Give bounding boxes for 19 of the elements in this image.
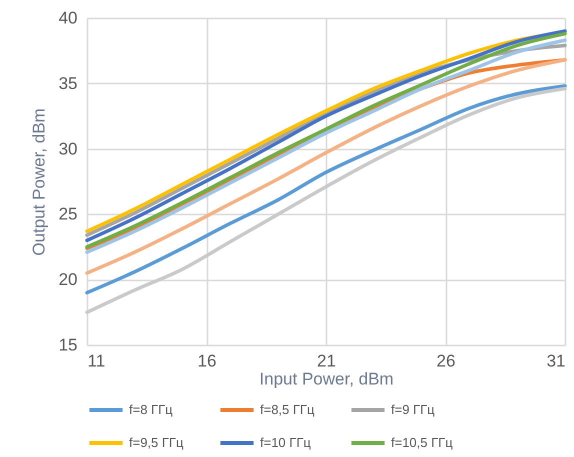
legend-label: f=10 ГГц: [260, 435, 312, 450]
y-tick-label: 40: [58, 8, 78, 28]
x-tick-label: 16: [198, 352, 216, 370]
legend-label: f=9,5 ГГц: [129, 435, 184, 450]
y-tick-label: 20: [58, 270, 78, 290]
y-tick-label: 15: [58, 336, 78, 354]
y-axis-title: Output Power, dBm: [30, 108, 49, 256]
legend-label: f=8,5 ГГц: [260, 402, 315, 417]
legend-label: f=8 ГГц: [129, 402, 174, 417]
legend-label: f=10,5 ГГц: [391, 435, 454, 450]
y-tick-label: 30: [58, 139, 78, 158]
x-tick-label: 26: [436, 352, 456, 370]
x-tick-label: 11: [88, 352, 106, 370]
x-axis-title: Input Power, dBm: [259, 370, 394, 388]
x-tick-label: 31: [546, 352, 566, 370]
y-tick-label: 25: [58, 204, 78, 224]
legend-label: f=9 ГГц: [391, 402, 436, 417]
x-tick-label: 21: [317, 352, 336, 370]
y-tick-label: 35: [58, 74, 78, 93]
